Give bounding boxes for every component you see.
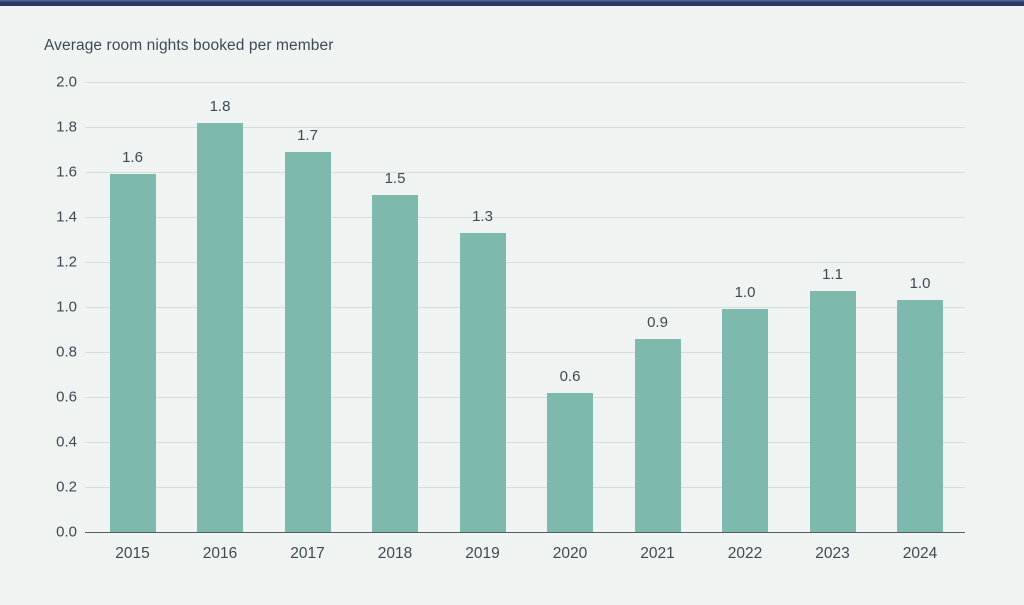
gridline xyxy=(85,262,965,263)
y-axis-tick-label: 1.4 xyxy=(56,208,77,226)
bar xyxy=(634,338,681,532)
gridline xyxy=(85,352,965,353)
plot-area: 2.0 1.8 1.6 1.4 1.2 1.0 0.8 0.6 0.4 0.2 0.0 1.6 2015… xyxy=(56,75,965,562)
y-axis-tick-label: 1.8 xyxy=(56,118,77,136)
x-axis-tick-label: 2021 xyxy=(640,545,675,562)
gridline xyxy=(85,217,965,218)
x-axis-tick-label: 2015 xyxy=(115,545,150,562)
x-axis-tick-label: 2018 xyxy=(377,545,413,562)
y-axis-tick-label: 1.0 xyxy=(56,298,77,316)
x-axis-tick-label: 2024 xyxy=(902,545,938,562)
gridline xyxy=(85,307,965,308)
x-axis-tick-label: 2019 xyxy=(465,545,500,562)
bar xyxy=(197,122,243,532)
gridline xyxy=(85,442,965,443)
bar xyxy=(897,300,943,532)
x-axis-tick-label: 2022 xyxy=(727,545,763,562)
y-axis-tick-label: 0.0 xyxy=(56,523,77,541)
bar-value-label: 1.7 xyxy=(297,126,318,144)
y-axis-tick-label: 0.2 xyxy=(56,478,77,496)
y-axis-tick-label: 2.0 xyxy=(56,73,77,91)
y-axis-tick-label: 0.4 xyxy=(56,433,77,451)
gridline xyxy=(85,82,965,83)
gridline xyxy=(85,172,965,173)
x-axis-tick-label: 2017 xyxy=(290,545,325,562)
bar xyxy=(459,232,506,532)
bar-value-label: 0.6 xyxy=(559,367,581,385)
y-axis-tick-label: 1.2 xyxy=(56,253,77,271)
bar-value-label: 1.8 xyxy=(209,97,231,115)
x-axis-tick-label: 2023 xyxy=(815,545,850,562)
bar-value-label: 1.5 xyxy=(384,169,406,187)
gridline xyxy=(85,487,965,488)
x-axis-tick-label: 2020 xyxy=(552,545,588,562)
bar xyxy=(372,194,418,532)
bar xyxy=(284,151,331,532)
top-accent-bar xyxy=(0,0,1024,6)
chart-title: Average room nights booked per member xyxy=(44,37,334,54)
bar xyxy=(547,392,593,532)
x-axis-line xyxy=(85,531,965,533)
y-axis-tick-label: 1.6 xyxy=(56,163,77,181)
bar-value-label: 1.3 xyxy=(472,207,493,225)
bar-value-label: 1.1 xyxy=(822,266,843,284)
bar-value-label: 0.9 xyxy=(647,313,668,331)
bar xyxy=(722,309,768,532)
y-axis-tick-label: 0.6 xyxy=(56,388,77,406)
bar xyxy=(809,291,856,532)
bar-value-label: 1.0 xyxy=(909,275,931,293)
bar xyxy=(109,174,156,532)
gridline xyxy=(85,127,965,128)
x-axis-tick-label: 2016 xyxy=(202,545,238,562)
bar-value-label: 1.0 xyxy=(734,284,756,302)
gridline xyxy=(85,397,965,398)
bar-value-label: 1.6 xyxy=(122,149,143,167)
y-axis-tick-label: 0.8 xyxy=(56,343,77,361)
